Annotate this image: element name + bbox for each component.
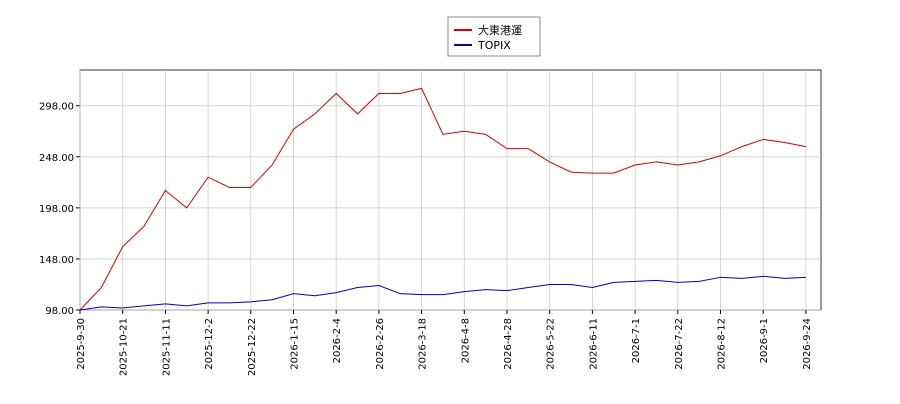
y-tick-label: 198.00	[39, 204, 74, 215]
plot-area	[79, 69, 822, 311]
line-series	[79, 87, 806, 311]
y-tick-label: 248.00	[39, 153, 74, 164]
x-tick-label: 2026-9-1	[759, 318, 770, 363]
x-tick-label: 2026-2-26	[375, 318, 386, 370]
x-tick-label: 2026-1-15	[290, 318, 301, 370]
x-tick-label: 2025-11-11	[161, 318, 172, 376]
x-tick-label: 2026-7-22	[674, 318, 685, 370]
y-tick-label: 98.00	[45, 306, 74, 317]
x-tick-label: 2025-10-21	[119, 318, 130, 376]
x-tick-label: 2025-12-2	[204, 318, 215, 370]
x-tick-label: 2026-9-24	[802, 318, 813, 370]
x-tick-label: 2026-4-28	[503, 318, 514, 370]
x-tick-label: 2026-7-1	[631, 318, 642, 363]
x-tick-label: 2026-8-12	[717, 318, 728, 370]
legend-label: 大東港運	[478, 23, 522, 37]
legend-box	[447, 16, 541, 57]
x-tick-label: 2026-2-4	[332, 318, 343, 363]
x-tick-label: 2026-5-22	[546, 318, 557, 370]
line-series	[79, 275, 806, 311]
y-tick-label: 298.00	[39, 102, 74, 113]
legend: 大東港運 TOPIX	[447, 16, 541, 57]
x-tick-label: 2026-3-18	[418, 318, 429, 370]
legend-label: TOPIX	[477, 39, 511, 52]
x-tick-label: 2025-9-30	[76, 318, 87, 370]
x-tick-label: 2026-4-8	[460, 318, 471, 363]
x-tick-label: 2025-12-22	[247, 318, 258, 376]
x-tick-label: 2026-6-11	[588, 318, 599, 370]
y-tick-label: 148.00	[39, 255, 74, 266]
